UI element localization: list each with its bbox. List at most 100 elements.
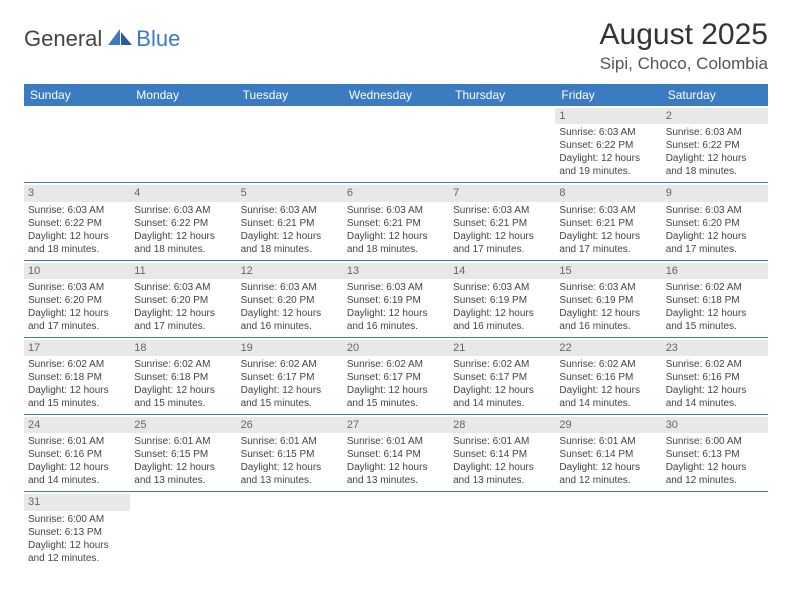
- day-number: 26: [237, 417, 343, 433]
- daylight-text: and 15 minutes.: [241, 397, 339, 410]
- daylight-text: Daylight: 12 hours: [28, 539, 126, 552]
- sunrise-text: Sunrise: 6:03 AM: [453, 281, 551, 294]
- title-block: August 2025 Sipi, Choco, Colombia: [600, 18, 768, 74]
- sunset-text: Sunset: 6:16 PM: [559, 371, 657, 384]
- daylight-text: Daylight: 12 hours: [347, 384, 445, 397]
- day-number: [343, 108, 449, 124]
- day-number: [662, 494, 768, 510]
- day-number: 1: [555, 108, 661, 124]
- daylight-text: and 14 minutes.: [666, 397, 764, 410]
- day-cell: 12Sunrise: 6:03 AMSunset: 6:20 PMDayligh…: [237, 261, 343, 337]
- sunset-text: Sunset: 6:15 PM: [134, 448, 232, 461]
- daylight-text: and 15 minutes.: [134, 397, 232, 410]
- day-number: 30: [662, 417, 768, 433]
- day-header-sat: Saturday: [662, 84, 768, 106]
- day-cell: 21Sunrise: 6:02 AMSunset: 6:17 PMDayligh…: [449, 338, 555, 414]
- sunrise-text: Sunrise: 6:02 AM: [347, 358, 445, 371]
- daylight-text: Daylight: 12 hours: [28, 230, 126, 243]
- day-number: [449, 494, 555, 510]
- daylight-text: Daylight: 12 hours: [559, 152, 657, 165]
- day-headers-row: Sunday Monday Tuesday Wednesday Thursday…: [24, 84, 768, 106]
- day-cell: 24Sunrise: 6:01 AMSunset: 6:16 PMDayligh…: [24, 415, 130, 491]
- day-number: 18: [130, 340, 236, 356]
- day-number: [24, 108, 130, 124]
- sunrise-text: Sunrise: 6:03 AM: [559, 126, 657, 139]
- day-cell: 25Sunrise: 6:01 AMSunset: 6:15 PMDayligh…: [130, 415, 236, 491]
- day-number: 10: [24, 263, 130, 279]
- day-cell: 8Sunrise: 6:03 AMSunset: 6:21 PMDaylight…: [555, 183, 661, 259]
- sunset-text: Sunset: 6:18 PM: [134, 371, 232, 384]
- sunset-text: Sunset: 6:19 PM: [453, 294, 551, 307]
- day-number: 12: [237, 263, 343, 279]
- daylight-text: Daylight: 12 hours: [134, 461, 232, 474]
- day-cell: 3Sunrise: 6:03 AMSunset: 6:22 PMDaylight…: [24, 183, 130, 259]
- day-number: [237, 494, 343, 510]
- sunrise-text: Sunrise: 6:02 AM: [241, 358, 339, 371]
- sunset-text: Sunset: 6:14 PM: [453, 448, 551, 461]
- day-cell: 19Sunrise: 6:02 AMSunset: 6:17 PMDayligh…: [237, 338, 343, 414]
- sunrise-text: Sunrise: 6:03 AM: [666, 204, 764, 217]
- sunrise-text: Sunrise: 6:03 AM: [453, 204, 551, 217]
- sunset-text: Sunset: 6:20 PM: [134, 294, 232, 307]
- sunset-text: Sunset: 6:18 PM: [28, 371, 126, 384]
- sunrise-text: Sunrise: 6:03 AM: [28, 204, 126, 217]
- daylight-text: and 18 minutes.: [347, 243, 445, 256]
- daylight-text: Daylight: 12 hours: [134, 230, 232, 243]
- sunset-text: Sunset: 6:21 PM: [453, 217, 551, 230]
- sunset-text: Sunset: 6:14 PM: [347, 448, 445, 461]
- day-cell: [343, 106, 449, 182]
- sunrise-text: Sunrise: 6:01 AM: [453, 435, 551, 448]
- location-text: Sipi, Choco, Colombia: [600, 54, 768, 74]
- day-cell: [130, 106, 236, 182]
- day-cell: 27Sunrise: 6:01 AMSunset: 6:14 PMDayligh…: [343, 415, 449, 491]
- sunset-text: Sunset: 6:17 PM: [241, 371, 339, 384]
- day-number: [555, 494, 661, 510]
- day-number: 27: [343, 417, 449, 433]
- day-cell: 30Sunrise: 6:00 AMSunset: 6:13 PMDayligh…: [662, 415, 768, 491]
- daylight-text: and 14 minutes.: [559, 397, 657, 410]
- day-number: 9: [662, 185, 768, 201]
- daylight-text: and 13 minutes.: [241, 474, 339, 487]
- week-row: 17Sunrise: 6:02 AMSunset: 6:18 PMDayligh…: [24, 338, 768, 415]
- weeks-container: 1Sunrise: 6:03 AMSunset: 6:22 PMDaylight…: [24, 106, 768, 569]
- daylight-text: and 14 minutes.: [453, 397, 551, 410]
- logo-text-blue: Blue: [136, 26, 180, 52]
- page-header: General Blue August 2025 Sipi, Choco, Co…: [24, 18, 768, 74]
- daylight-text: Daylight: 12 hours: [241, 384, 339, 397]
- day-cell: [24, 106, 130, 182]
- day-cell: [237, 106, 343, 182]
- daylight-text: and 13 minutes.: [134, 474, 232, 487]
- daylight-text: Daylight: 12 hours: [666, 152, 764, 165]
- sunrise-text: Sunrise: 6:03 AM: [347, 281, 445, 294]
- day-number: [130, 108, 236, 124]
- logo-sail-icon: [106, 27, 134, 52]
- day-cell: [449, 492, 555, 568]
- day-header-fri: Friday: [555, 84, 661, 106]
- day-header-wed: Wednesday: [343, 84, 449, 106]
- daylight-text: Daylight: 12 hours: [241, 461, 339, 474]
- daylight-text: and 18 minutes.: [134, 243, 232, 256]
- daylight-text: and 16 minutes.: [347, 320, 445, 333]
- day-cell: 15Sunrise: 6:03 AMSunset: 6:19 PMDayligh…: [555, 261, 661, 337]
- daylight-text: Daylight: 12 hours: [241, 230, 339, 243]
- daylight-text: and 13 minutes.: [347, 474, 445, 487]
- day-number: 8: [555, 185, 661, 201]
- day-cell: 1 Sunrise: 6:03 AMSunset: 6:22 PMDaylight…: [555, 106, 661, 182]
- sunset-text: Sunset: 6:19 PM: [559, 294, 657, 307]
- daylight-text: and 17 minutes.: [453, 243, 551, 256]
- sunrise-text: Sunrise: 6:03 AM: [559, 281, 657, 294]
- day-cell: 5Sunrise: 6:03 AMSunset: 6:21 PMDaylight…: [237, 183, 343, 259]
- sunset-text: Sunset: 6:22 PM: [559, 139, 657, 152]
- sunrise-text: Sunrise: 6:02 AM: [134, 358, 232, 371]
- sunrise-text: Sunrise: 6:03 AM: [134, 281, 232, 294]
- daylight-text: Daylight: 12 hours: [347, 307, 445, 320]
- daylight-text: and 17 minutes.: [559, 243, 657, 256]
- daylight-text: and 12 minutes.: [559, 474, 657, 487]
- daylight-text: Daylight: 12 hours: [666, 307, 764, 320]
- sunrise-text: Sunrise: 6:03 AM: [666, 126, 764, 139]
- sunset-text: Sunset: 6:19 PM: [347, 294, 445, 307]
- day-cell: 9Sunrise: 6:03 AMSunset: 6:20 PMDaylight…: [662, 183, 768, 259]
- sunrise-text: Sunrise: 6:01 AM: [28, 435, 126, 448]
- day-number: 7: [449, 185, 555, 201]
- day-number: 5: [237, 185, 343, 201]
